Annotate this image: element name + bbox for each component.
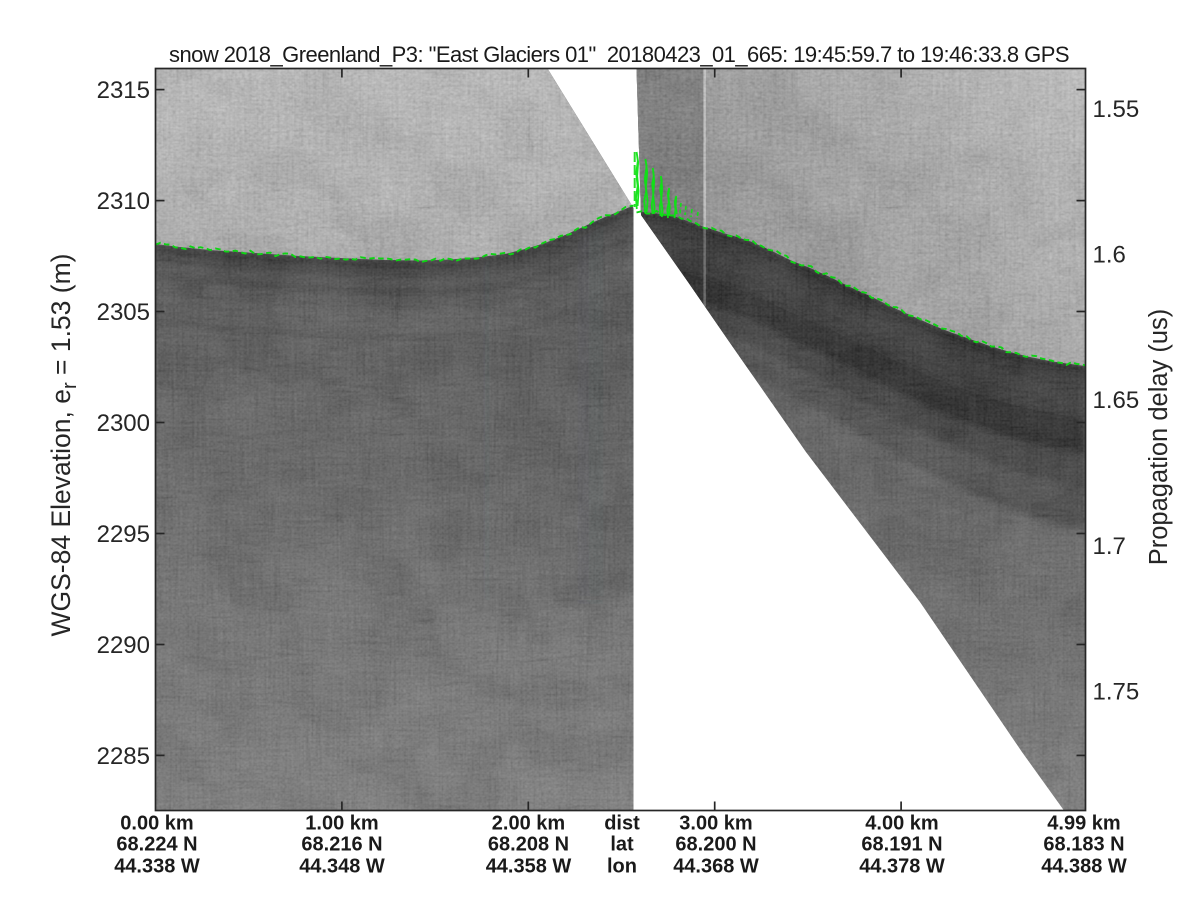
svg-text:68.224 N: 68.224 N xyxy=(116,834,197,856)
svg-text:1.7: 1.7 xyxy=(1093,533,1126,560)
svg-text:0.00 km: 0.00 km xyxy=(120,813,193,835)
svg-text:68.183 N: 68.183 N xyxy=(1043,834,1124,856)
svg-text:2305: 2305 xyxy=(97,299,150,326)
svg-text:68.216 N: 68.216 N xyxy=(301,834,382,856)
svg-text:68.208 N: 68.208 N xyxy=(488,834,569,856)
svg-text:2310: 2310 xyxy=(97,188,150,215)
svg-text:68.191 N: 68.191 N xyxy=(861,834,942,856)
svg-text:44.358 W: 44.358 W xyxy=(486,856,572,878)
svg-text:44.338 W: 44.338 W xyxy=(114,856,200,878)
svg-text:2295: 2295 xyxy=(97,521,150,548)
svg-text:44.348 W: 44.348 W xyxy=(299,856,385,878)
svg-text:68.200 N: 68.200 N xyxy=(675,834,756,856)
svg-text:1.65: 1.65 xyxy=(1093,387,1140,414)
svg-text:4.00 km: 4.00 km xyxy=(865,813,938,835)
svg-text:2300: 2300 xyxy=(97,410,150,437)
svg-text:4.99 km: 4.99 km xyxy=(1047,813,1120,835)
svg-text:2285: 2285 xyxy=(97,743,150,770)
svg-text:3.00 km: 3.00 km xyxy=(679,813,752,835)
svg-text:44.368 W: 44.368 W xyxy=(673,856,759,878)
svg-text:lat: lat xyxy=(610,834,634,856)
svg-text:44.378 W: 44.378 W xyxy=(859,856,945,878)
svg-text:1.00 km: 1.00 km xyxy=(305,813,378,835)
svg-text:2315: 2315 xyxy=(97,77,150,104)
svg-text:snow 2018_Greenland_P3: "East: snow 2018_Greenland_P3: "East Glaciers 0… xyxy=(169,42,1069,67)
svg-text:44.388 W: 44.388 W xyxy=(1041,856,1127,878)
svg-text:dist: dist xyxy=(604,813,640,835)
svg-text:2.00 km: 2.00 km xyxy=(492,813,565,835)
svg-text:2290: 2290 xyxy=(97,632,150,659)
svg-text:Propagation delay (us): Propagation delay (us) xyxy=(1145,309,1173,566)
svg-text:1.75: 1.75 xyxy=(1093,678,1140,705)
svg-text:1.6: 1.6 xyxy=(1093,241,1126,268)
svg-text:lon: lon xyxy=(607,856,637,878)
svg-text:WGS-84 Elevation, er = 1.53 (m: WGS-84 Elevation, er = 1.53 (m) xyxy=(46,254,81,637)
svg-text:1.55: 1.55 xyxy=(1093,96,1140,123)
